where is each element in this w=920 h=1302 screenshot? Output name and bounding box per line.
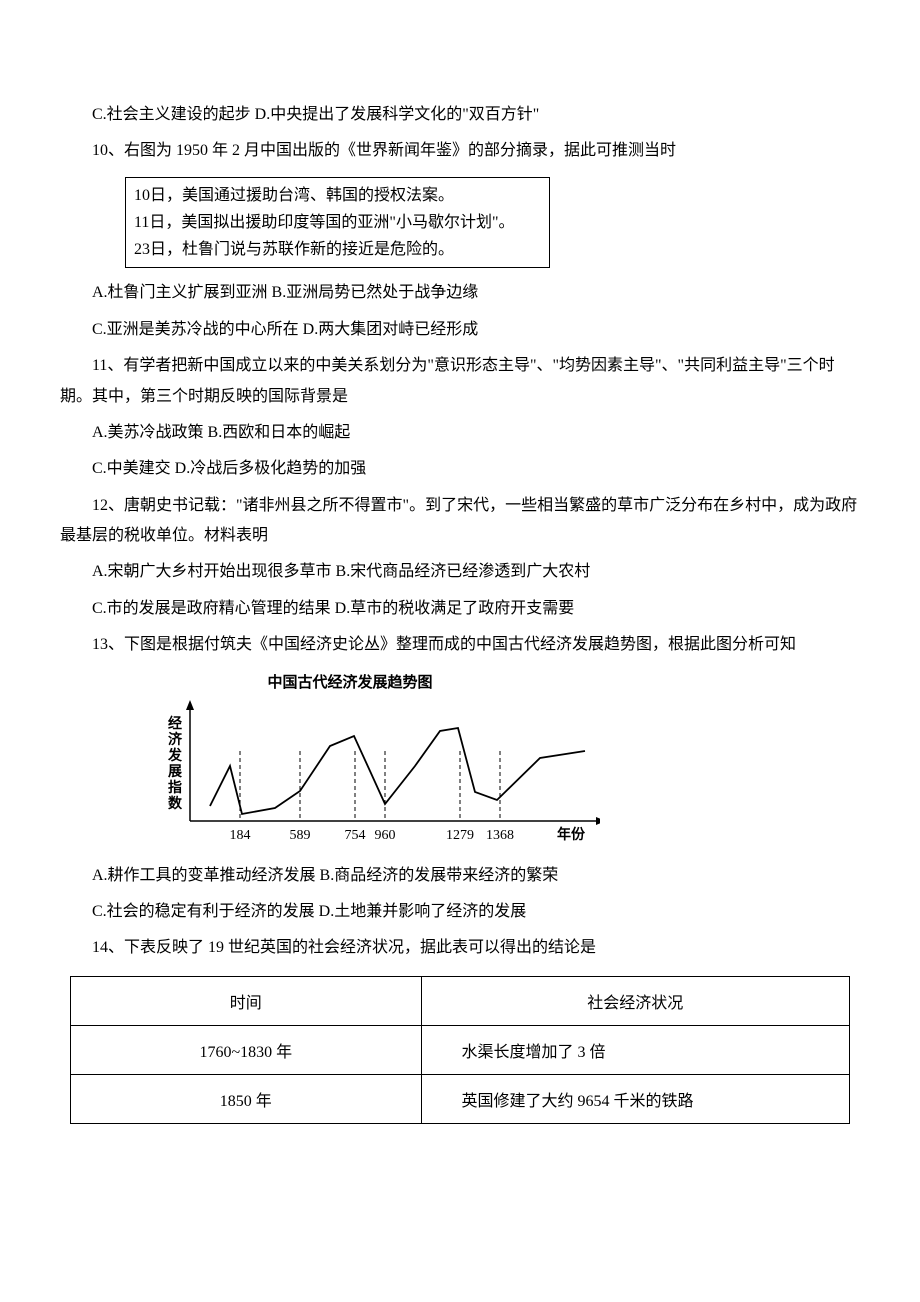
ylabel-3: 发 bbox=[167, 747, 183, 764]
table-header: 社会经济状况 bbox=[421, 976, 849, 1025]
economic-trend-chart: 中国古代经济发展趋势图 经 济 发 展 指 数 184 589 754 960 1279… bbox=[160, 671, 860, 851]
tick-label: 184 bbox=[230, 828, 251, 843]
ylabel-2: 济 bbox=[168, 731, 183, 748]
tick-label: 1368 bbox=[486, 828, 514, 843]
q9-options-cd: C.社会主义建设的起步 D.中央提出了发展科学文化的"双百方针" bbox=[60, 100, 860, 130]
ylabel-5: 指 bbox=[168, 779, 182, 796]
chart-svg: 经 济 发 展 指 数 184 589 754 960 1279 1368 年份 bbox=[160, 696, 600, 846]
xlabel: 年份 bbox=[557, 826, 586, 843]
table-cell-status: 水渠长度增加了 3 倍 bbox=[421, 1025, 849, 1074]
news-line-2: 11日，美国拟出援助印度等国的亚洲"小马歇尔计划"。 bbox=[134, 209, 541, 236]
ylabel-6: 数 bbox=[168, 795, 183, 812]
q10-stem: 10、右图为 1950 年 2 月中国出版的《世界新闻年鉴》的部分摘录，据此可推… bbox=[60, 136, 860, 166]
table-cell-time: 1760~1830 年 bbox=[71, 1025, 422, 1074]
tick-label: 589 bbox=[290, 828, 311, 843]
news-excerpt-box: 10日，美国通过援助台湾、韩国的授权法案。 11日，美国拟出援助印度等国的亚洲"… bbox=[125, 177, 550, 269]
q13-stem: 13、下图是根据付筑夫《中国经济史论丛》整理而成的中国古代经济发展趋势图，根据此… bbox=[60, 630, 860, 660]
q10-options-cd: C.亚洲是美苏冷战的中心所在 D.两大集团对峙已经形成 bbox=[60, 315, 860, 345]
ylabel-4: 展 bbox=[168, 764, 182, 780]
q13-options-cd: C.社会的稳定有利于经济的发展 D.土地兼并影响了经济的发展 bbox=[60, 897, 860, 927]
q10-options-ab: A.杜鲁门主义扩展到亚洲 B.亚洲局势已然处于战争边缘 bbox=[60, 278, 860, 308]
x-ticks: 184 589 754 960 1279 1368 bbox=[230, 751, 515, 843]
q12-options-ab: A.宋朝广大乡村开始出现很多草市 B.宋代商品经济已经渗透到广大农村 bbox=[60, 557, 860, 587]
news-line-3: 23日，杜鲁门说与苏联作新的接近是危险的。 bbox=[134, 236, 541, 263]
tick-label: 1279 bbox=[446, 828, 474, 843]
tick-label: 960 bbox=[375, 828, 396, 843]
table-header: 时间 bbox=[71, 976, 422, 1025]
tick-label: 754 bbox=[345, 828, 366, 843]
y-axis-arrow bbox=[186, 700, 194, 710]
news-line-1: 10日，美国通过援助台湾、韩国的授权法案。 bbox=[134, 182, 541, 209]
q13-options-ab: A.耕作工具的变革推动经济发展 B.商品经济的发展带来经济的繁荣 bbox=[60, 861, 860, 891]
q11-stem: 11、有学者把新中国成立以来的中美关系划分为"意识形态主导"、"均势因素主导"、… bbox=[60, 351, 860, 412]
q12-stem: 12、唐朝史书记载："诸非州县之所不得置市"。到了宋代，一些相当繁盛的草市广泛分… bbox=[60, 491, 860, 552]
x-axis-arrow bbox=[596, 817, 600, 825]
chart-title: 中国古代经济发展趋势图 bbox=[160, 671, 540, 692]
q12-options-cd: C.市的发展是政府精心管理的结果 D.草市的税收满足了政府开支需要 bbox=[60, 594, 860, 624]
table-cell-status: 英国修建了大约 9654 千米的铁路 bbox=[421, 1074, 849, 1123]
table-cell-time: 1850 年 bbox=[71, 1074, 422, 1123]
trend-line bbox=[210, 728, 585, 814]
q11-options-ab: A.美苏冷战政策 B.西欧和日本的崛起 bbox=[60, 418, 860, 448]
table-row: 1850 年英国修建了大约 9654 千米的铁路 bbox=[71, 1074, 850, 1123]
ylabel-1: 经 bbox=[168, 715, 182, 732]
q14-stem: 14、下表反映了 19 世纪英国的社会经济状况，据此表可以得出的结论是 bbox=[60, 933, 860, 963]
q11-options-cd: C.中美建交 D.冷战后多极化趋势的加强 bbox=[60, 454, 860, 484]
table-row: 1760~1830 年水渠长度增加了 3 倍 bbox=[71, 1025, 850, 1074]
uk-economy-table: 时间社会经济状况1760~1830 年水渠长度增加了 3 倍1850 年英国修建… bbox=[60, 976, 860, 1124]
